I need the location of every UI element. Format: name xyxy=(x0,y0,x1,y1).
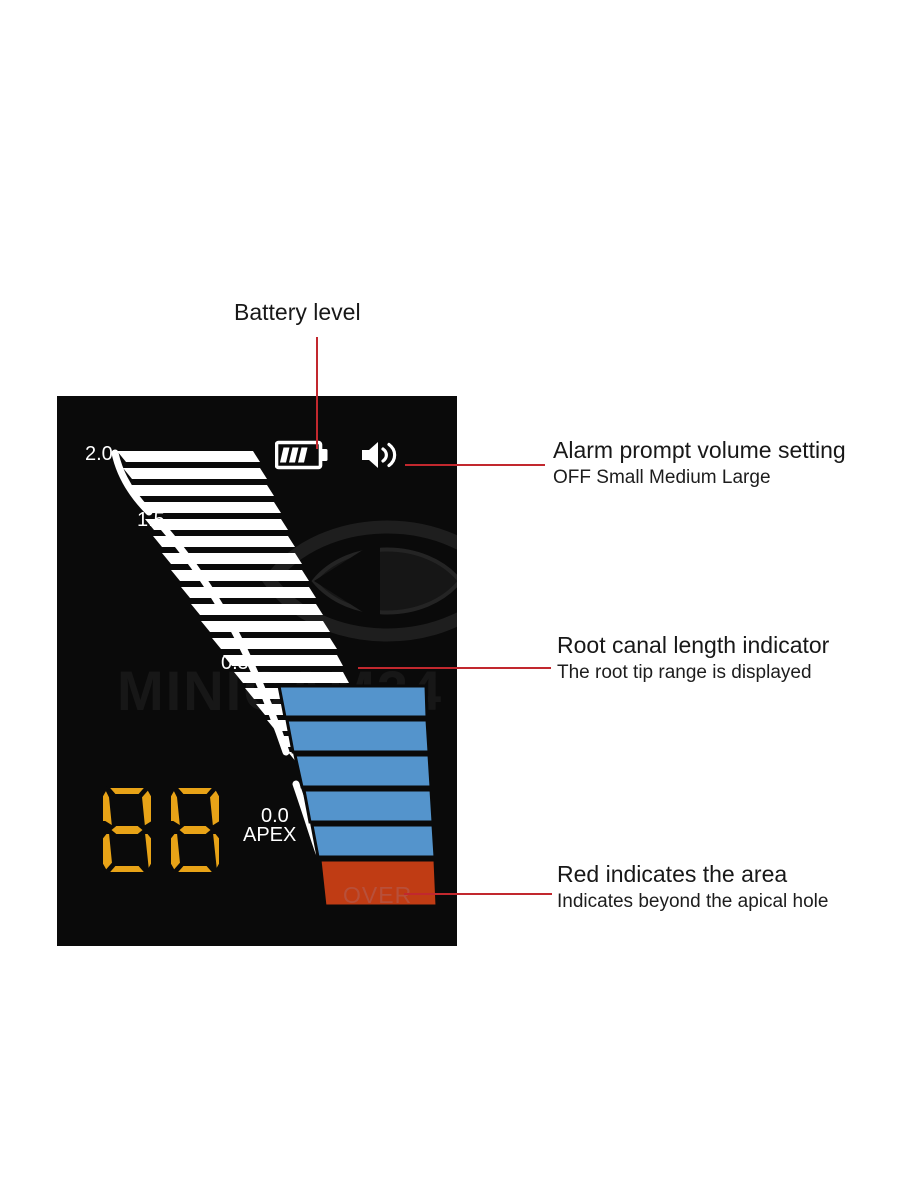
annotation-root-canal-length: Root canal length indicator The root tip… xyxy=(557,632,829,685)
annotation-battery-level: Battery level xyxy=(234,299,361,326)
leader-line-root xyxy=(358,667,551,669)
annotation-root-title: Root canal length indicator xyxy=(557,632,830,658)
annotation-volume-subtitle: OFF Small Medium Large xyxy=(553,467,771,489)
root-canal-bar-ladder xyxy=(111,449,439,908)
scale-label-0-0: 0.0 xyxy=(261,805,289,827)
over-label: OVER xyxy=(343,882,413,908)
scale-label-1-5: 1.5 xyxy=(137,509,165,531)
leader-line-battery xyxy=(316,337,318,449)
scale-curve-line xyxy=(111,449,323,857)
annotation-alarm-volume: Alarm prompt volume setting OFF Small Me… xyxy=(553,437,846,490)
scale-label-0-5: 0.5 xyxy=(221,652,249,674)
seven-segment-digit-2 xyxy=(169,786,221,875)
annotation-red-area: Red indicates the area Indicates beyond … xyxy=(557,861,828,914)
status-icon-row xyxy=(275,439,401,471)
scale-label-2-0: 2.0 xyxy=(85,443,113,465)
apex-locator-display-panel: MINICAM24 xyxy=(57,396,457,946)
annotation-battery-title: Battery level xyxy=(234,299,361,325)
battery-icon[interactable] xyxy=(275,440,329,470)
apex-label: APEX xyxy=(243,824,297,846)
blue-range-bars xyxy=(277,684,437,859)
annotation-root-subtitle: The root tip range is displayed xyxy=(557,662,812,684)
seven-segment-reading xyxy=(99,784,223,876)
seven-segment-digit-1 xyxy=(101,786,153,875)
leader-line-red xyxy=(404,893,552,895)
annotation-red-title: Red indicates the area xyxy=(557,861,788,887)
annotation-red-subtitle: Indicates beyond the apical hole xyxy=(557,891,829,913)
speaker-volume-icon[interactable] xyxy=(359,439,401,471)
annotation-volume-title: Alarm prompt volume setting xyxy=(553,437,846,463)
leader-line-volume xyxy=(405,464,545,466)
